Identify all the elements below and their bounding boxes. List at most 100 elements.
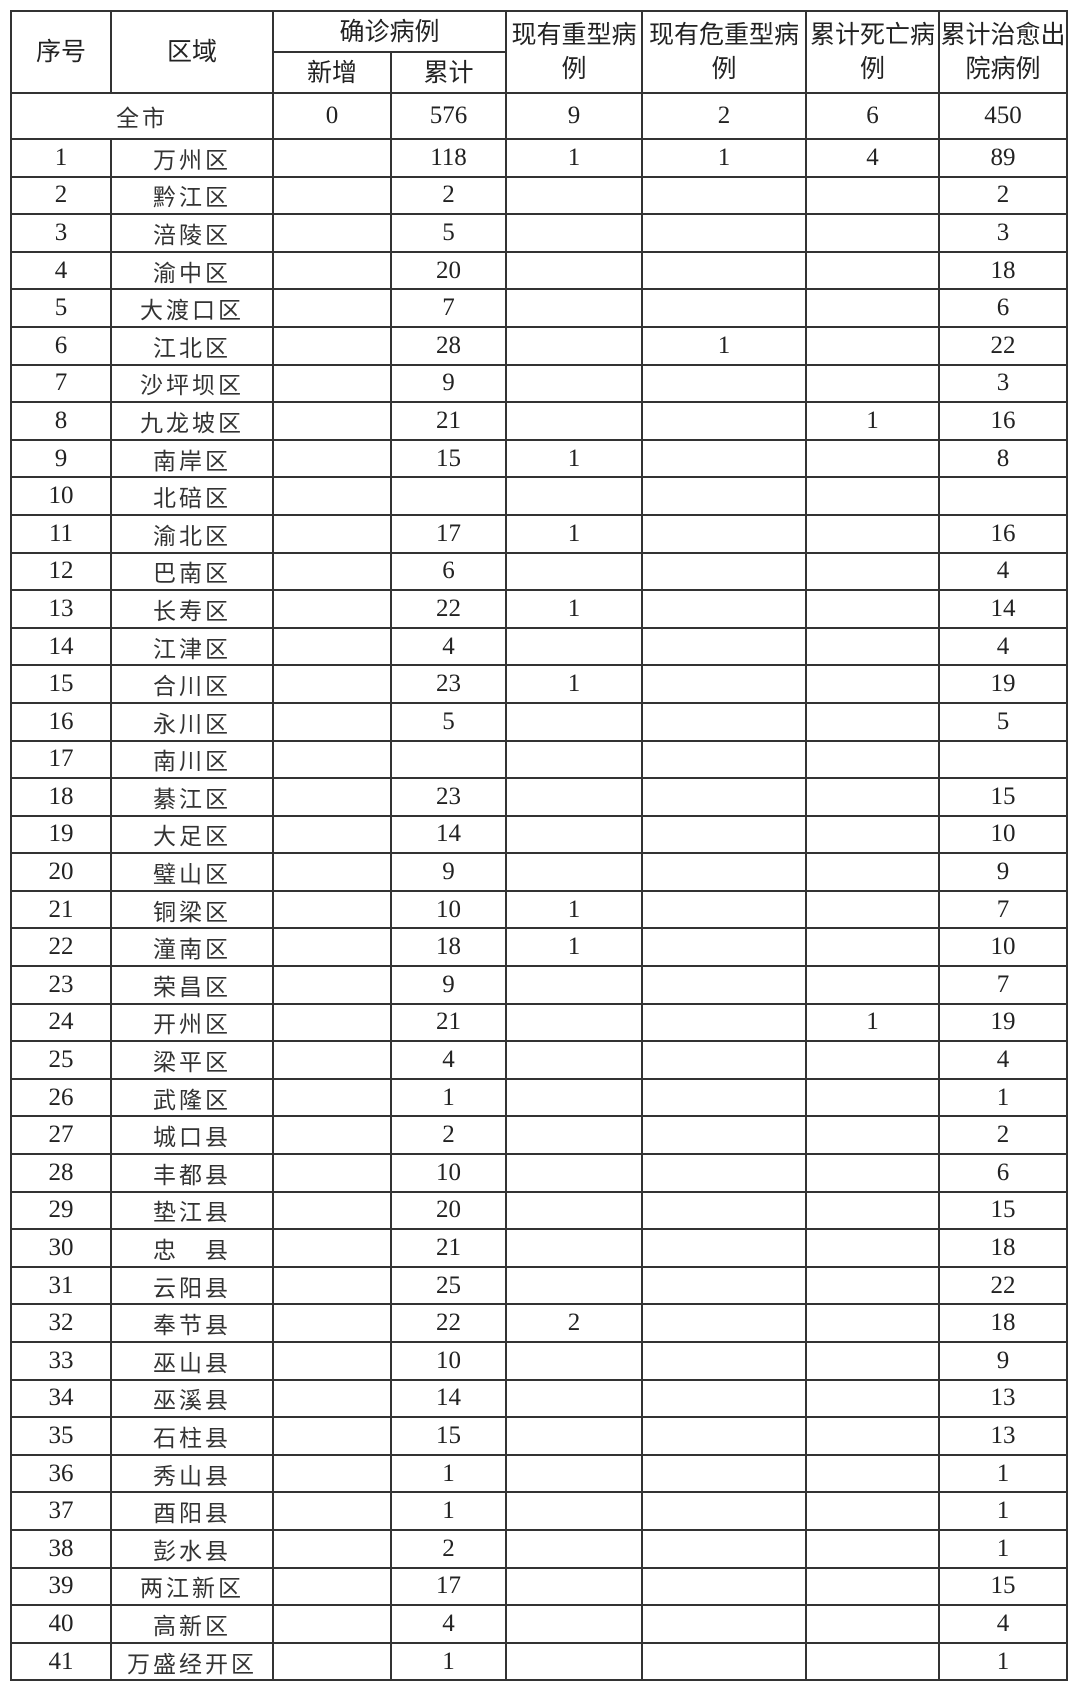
cell-index: 27: [10, 1115, 112, 1156]
table-row: 5 大渡口区 7 6: [10, 288, 1069, 328]
cell-new: [272, 1265, 392, 1306]
cell-index: 11: [10, 513, 112, 554]
cell-severe: [505, 852, 644, 892]
cell-cumulative: 10: [389, 1341, 508, 1381]
table-row: 12 巴南区 6 4: [10, 551, 1069, 592]
cell-cumulative: 15: [389, 1416, 508, 1456]
cell-critical: [641, 1228, 808, 1268]
cell-index: 34: [10, 1378, 112, 1419]
cell-new: [272, 250, 392, 291]
cell-deaths: [805, 476, 941, 516]
cell-deaths: [805, 1265, 941, 1306]
cell-deaths: 4: [805, 138, 941, 178]
total-new: 0: [272, 92, 392, 140]
cell-critical: [641, 438, 808, 479]
table-row: 4 渝中区 20 18: [10, 250, 1069, 291]
cell-region: 酉阳县: [110, 1491, 274, 1531]
cell-deaths: [805, 1528, 941, 1569]
cell-recovered: 16: [938, 401, 1069, 441]
cell-recovered: 1: [938, 1641, 1069, 1682]
header-new: 新增: [272, 51, 392, 94]
cell-severe: [505, 1491, 644, 1531]
cell-cumulative: 1: [389, 1491, 508, 1531]
header-confirmed: 确诊病例: [271, 10, 508, 53]
cell-new: [272, 1491, 392, 1531]
table-row: 16 永川区 5 5: [10, 701, 1069, 742]
cell-recovered: 6: [938, 1153, 1069, 1193]
cell-new: [272, 1190, 392, 1231]
table-row: 14 江津区 4 4: [10, 626, 1069, 667]
table-row: 19 大足区 14 10: [10, 814, 1069, 855]
table-row: 38 彭水县 2 1: [10, 1528, 1069, 1569]
header-index: 序号: [10, 10, 112, 94]
table-row: 28 丰都县 10 6: [10, 1153, 1069, 1193]
cell-severe: [505, 250, 644, 291]
cell-new: [272, 1002, 392, 1043]
cell-new: [272, 1453, 392, 1494]
cell-critical: [641, 1378, 808, 1419]
cell-region: 梁平区: [110, 1040, 274, 1080]
cell-region: 巫山县: [110, 1341, 274, 1381]
cell-cumulative: 21: [389, 1228, 508, 1268]
cell-recovered: 22: [938, 325, 1069, 366]
cell-cumulative: 4: [389, 1040, 508, 1080]
cell-critical: [641, 1604, 808, 1644]
cell-region: 沙坪坝区: [110, 363, 274, 404]
cell-severe: 1: [505, 589, 644, 629]
cell-new: [272, 589, 392, 629]
cell-deaths: [805, 213, 941, 253]
cell-region: 荣昌区: [110, 965, 274, 1005]
cell-severe: [505, 739, 644, 780]
cell-cumulative: 14: [389, 814, 508, 855]
cell-cumulative: 21: [389, 1002, 508, 1043]
cell-critical: [641, 701, 808, 742]
cell-severe: [505, 325, 644, 366]
cell-cumulative: 21: [389, 401, 508, 441]
cell-recovered: 18: [938, 1303, 1069, 1343]
cell-recovered: 2: [938, 175, 1069, 216]
cell-new: [272, 889, 392, 930]
cell-recovered: 5: [938, 701, 1069, 742]
header-cumulative: 累计: [389, 51, 508, 94]
cell-critical: [641, 626, 808, 667]
cell-deaths: [805, 325, 941, 366]
cell-critical: [641, 1416, 808, 1456]
table-row: 37 酉阳县 1 1: [10, 1491, 1069, 1531]
total-critical: 2: [641, 92, 808, 140]
table-row: 41 万盛经开区 1 1: [10, 1641, 1069, 1682]
cell-region: 渝北区: [110, 513, 274, 554]
cell-severe: [505, 363, 644, 404]
cell-critical: [641, 250, 808, 291]
cell-recovered: 1: [938, 1077, 1069, 1118]
cell-critical: [641, 589, 808, 629]
cell-index: 4: [10, 250, 112, 291]
cell-index: 38: [10, 1528, 112, 1569]
cell-deaths: [805, 1153, 941, 1193]
cell-deaths: [805, 250, 941, 291]
table-row: 33 巫山县 10 9: [10, 1341, 1069, 1381]
cell-severe: [505, 777, 644, 817]
cell-index: 23: [10, 965, 112, 1005]
cell-new: [272, 664, 392, 704]
table-row: 11 渝北区 17 1 16: [10, 513, 1069, 554]
cell-critical: [641, 513, 808, 554]
covid-cases-table: 序号 区域 确诊病例 现有重型病例 现有危重型病例 累计死亡病例 累计治愈出院病…: [10, 10, 1069, 1682]
cell-index: 10: [10, 476, 112, 516]
cell-index: 39: [10, 1566, 112, 1607]
cell-new: [272, 1153, 392, 1193]
cell-deaths: [805, 551, 941, 592]
cell-recovered: [938, 476, 1069, 516]
cell-critical: [641, 1040, 808, 1080]
cell-recovered: 1: [938, 1491, 1069, 1531]
total-row: 全市 0 576 9 2 6 450: [10, 92, 1069, 140]
cell-new: [272, 438, 392, 479]
total-cumulative: 576: [389, 92, 508, 140]
cell-new: [272, 927, 392, 968]
cell-region: 万盛经开区: [110, 1641, 274, 1682]
cell-index: 12: [10, 551, 112, 592]
cell-cumulative: 28: [389, 325, 508, 366]
cell-recovered: 3: [938, 213, 1069, 253]
cell-severe: [505, 1040, 644, 1080]
cell-severe: [505, 175, 644, 216]
cell-recovered: 9: [938, 1341, 1069, 1381]
